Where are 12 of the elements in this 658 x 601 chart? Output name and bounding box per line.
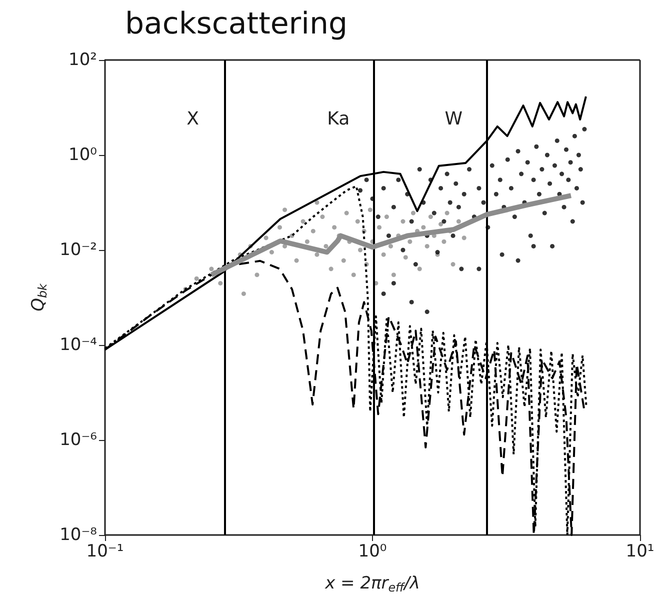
y-tick-label: 10⁻⁶ <box>60 430 98 450</box>
chart-title: backscattering <box>125 6 348 42</box>
y-axis-title: Qbk <box>28 282 50 312</box>
y-tick-label: 10⁰ <box>68 145 98 165</box>
ref-line-label: W <box>444 108 463 130</box>
y-tick-label: 10² <box>68 50 97 70</box>
x-tick-label: 10⁰ <box>358 542 387 562</box>
y-tick-label: 10⁻⁴ <box>60 335 98 355</box>
ref-line-label: Ka <box>327 108 350 130</box>
x-tick-label: 10¹ <box>626 542 654 562</box>
ref-line-label: X <box>186 108 199 130</box>
y-tick-label: 10⁻² <box>60 240 97 260</box>
